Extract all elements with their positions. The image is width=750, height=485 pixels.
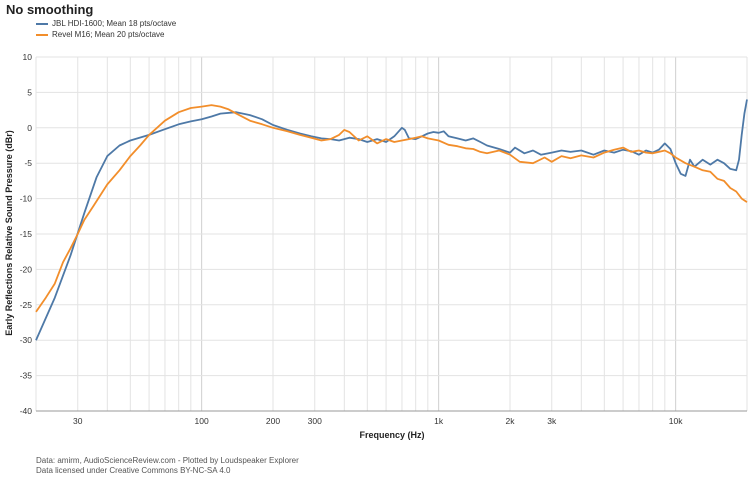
legend-label-revel: Revel M16; Mean 20 pts/octave	[52, 30, 165, 39]
legend: JBL HDI-1600; Mean 18 pts/octave Revel M…	[36, 18, 176, 40]
y-tick-label: 10	[23, 52, 33, 62]
x-tick-label: 200	[266, 416, 280, 426]
y-tick-label: 0	[27, 123, 32, 133]
y-tick-label: -10	[20, 194, 33, 204]
series-group	[35, 99, 748, 341]
y-tick-label: -25	[20, 300, 33, 310]
y-tick-label: -20	[20, 264, 33, 274]
chart-title: No smoothing	[6, 2, 94, 17]
x-tick-label: 300	[308, 416, 322, 426]
x-tick-label: 2k	[506, 416, 516, 426]
series-line-0	[35, 99, 748, 341]
y-tick-label: -5	[24, 158, 32, 168]
legend-item-jbl: JBL HDI-1600; Mean 18 pts/octave	[36, 18, 176, 29]
legend-swatch-jbl	[36, 22, 48, 25]
y-tick-label: -40	[20, 406, 33, 416]
x-tick-label: 30	[73, 416, 83, 426]
y-tick-label: 5	[27, 87, 32, 97]
y-tick-label: -15	[20, 229, 33, 239]
y-axis-title: Early Reflections Relative Sound Pressur…	[4, 130, 14, 336]
legend-label-jbl: JBL HDI-1600; Mean 18 pts/octave	[52, 19, 177, 28]
x-tick-label: 100	[195, 416, 209, 426]
grid	[35, 56, 748, 412]
footer-line-2: Data licensed under Creative Commons BY-…	[36, 466, 231, 475]
axes: 10 5 0 -5 -10 -15 -20 -25 -30 -35 -40 30 100 200 300 1k…	[20, 52, 747, 426]
x-tick-label: 10k	[669, 416, 683, 426]
x-tick-label: 1k	[434, 416, 444, 426]
x-tick-label: 3k	[547, 416, 557, 426]
x-axis-title: Frequency (Hz)	[359, 430, 424, 440]
footer-line-1: Data: amirm, AudioScienceReview.com - Pl…	[36, 456, 299, 465]
footer: Data: amirm, AudioScienceReview.com - Pl…	[36, 456, 299, 476]
legend-item-revel: Revel M16; Mean 20 pts/octave	[36, 29, 176, 40]
y-tick-label: -35	[20, 371, 33, 381]
y-tick-label: -30	[20, 335, 33, 345]
legend-swatch-revel	[36, 33, 48, 36]
series-line-1	[35, 104, 748, 313]
